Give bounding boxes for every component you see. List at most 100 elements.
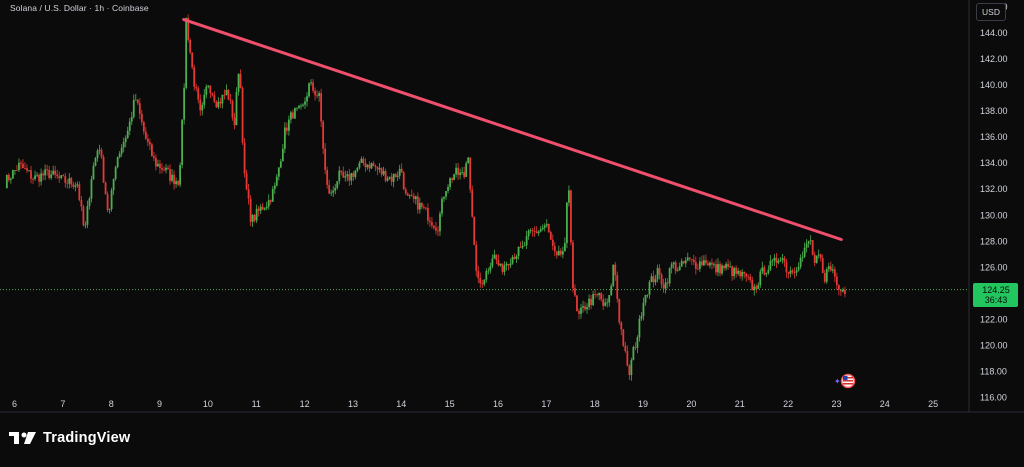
candle-body: [340, 170, 343, 172]
candle-body: [344, 176, 347, 178]
candle-body: [791, 270, 794, 273]
candle-body: [610, 285, 613, 295]
candle-body: [618, 298, 621, 323]
candle-body: [283, 127, 286, 149]
candle-body: [555, 251, 558, 256]
candle-body: [308, 83, 310, 97]
candle-body: [52, 170, 55, 175]
candle-body: [223, 94, 226, 96]
candle-body: [187, 17, 190, 40]
candle-body: [221, 94, 224, 104]
candle-body: [785, 262, 788, 273]
x-tick-label: 12: [300, 399, 310, 409]
candle-body: [255, 208, 258, 221]
candle-body: [582, 306, 584, 308]
candle-body: [273, 185, 276, 190]
candle-body: [662, 284, 665, 289]
candle-body: [523, 245, 526, 247]
candle-body: [16, 170, 18, 171]
candle-body: [215, 101, 218, 108]
candle-body: [290, 112, 292, 120]
candle-body: [277, 167, 280, 177]
candle-body: [26, 168, 28, 171]
candle-body: [807, 241, 810, 244]
x-tick-label: 23: [831, 399, 841, 409]
candle-body: [318, 93, 321, 97]
candle-body: [414, 196, 417, 200]
candle-body: [416, 196, 419, 210]
candle-body: [28, 170, 30, 172]
candle-body: [122, 142, 125, 148]
candle-body: [350, 173, 353, 181]
candle-body: [743, 271, 746, 274]
candle-body: [74, 185, 77, 187]
time-axis[interactable]: 6 7 8 9 10 11 12 13 14 15 16 17 18 19 20 21 22 23 24 25: [12, 399, 938, 409]
candle-body: [150, 144, 153, 157]
candle-body: [833, 269, 836, 277]
candle-body: [108, 209, 111, 210]
candle-body: [82, 206, 85, 226]
candle-body: [296, 107, 298, 109]
trendline[interactable]: [182, 18, 843, 241]
candle-body: [34, 175, 36, 180]
candle-body: [570, 190, 572, 243]
candle-body: [217, 101, 220, 108]
candle-body: [628, 365, 631, 376]
candle-body: [364, 163, 367, 168]
candle-body: [549, 232, 552, 240]
candle-body: [765, 273, 768, 275]
candle-body: [797, 266, 800, 271]
candle-body: [563, 243, 566, 252]
candle-body: [568, 190, 570, 203]
candle-body: [541, 227, 544, 230]
candle-body: [219, 101, 222, 104]
candle-body: [368, 164, 371, 169]
candle-body: [700, 261, 703, 266]
candle-body: [209, 85, 212, 94]
candle-body: [102, 156, 105, 183]
x-tick-label: 19: [638, 399, 648, 409]
candle-body: [58, 176, 61, 179]
candle-body: [757, 285, 760, 289]
y-tick-label: 134.00: [980, 158, 1008, 168]
candle-body: [749, 276, 752, 280]
y-tick-label: 144.00: [980, 28, 1008, 38]
tradingview-logo[interactable]: TradingView: [9, 428, 130, 448]
candle-body: [509, 263, 512, 266]
candle-body: [755, 286, 758, 289]
x-tick-label: 8: [109, 399, 114, 409]
candle-body: [54, 170, 57, 175]
symbol-title[interactable]: Solana / U.S. Dollar · 1h · Coinbase: [10, 3, 149, 13]
candle-body: [515, 256, 518, 259]
candle-body: [698, 261, 701, 269]
candle-body: [384, 171, 387, 181]
candle-body: [682, 261, 685, 264]
candle-body: [80, 200, 83, 207]
candle-body: [328, 184, 331, 194]
candle-body: [193, 67, 196, 87]
price-axis[interactable]: 116.00118.00120.00122.00124.00126.00128.…: [980, 2, 1008, 402]
event-marker-us-flag-icon[interactable]: ✦: [834, 373, 856, 389]
candle-body: [310, 82, 312, 84]
candle-body: [725, 263, 727, 269]
candle-body: [396, 175, 399, 177]
candle-body: [324, 148, 327, 170]
candle-body: [753, 286, 756, 291]
candle-body: [40, 173, 42, 182]
candle-body: [205, 86, 208, 95]
candle-body: [336, 181, 339, 188]
candle-body: [177, 181, 179, 185]
candle-body: [259, 206, 262, 211]
candle-body: [165, 167, 167, 171]
currency-button[interactable]: USD: [976, 3, 1006, 21]
candle-body: [741, 271, 744, 277]
candle-body: [392, 173, 395, 182]
y-tick-label: 122.00: [980, 314, 1008, 324]
candle-body: [469, 157, 472, 190]
candle-body: [652, 276, 655, 283]
candle-body: [457, 167, 460, 175]
candle-body: [231, 101, 234, 118]
candle-body: [503, 265, 506, 272]
